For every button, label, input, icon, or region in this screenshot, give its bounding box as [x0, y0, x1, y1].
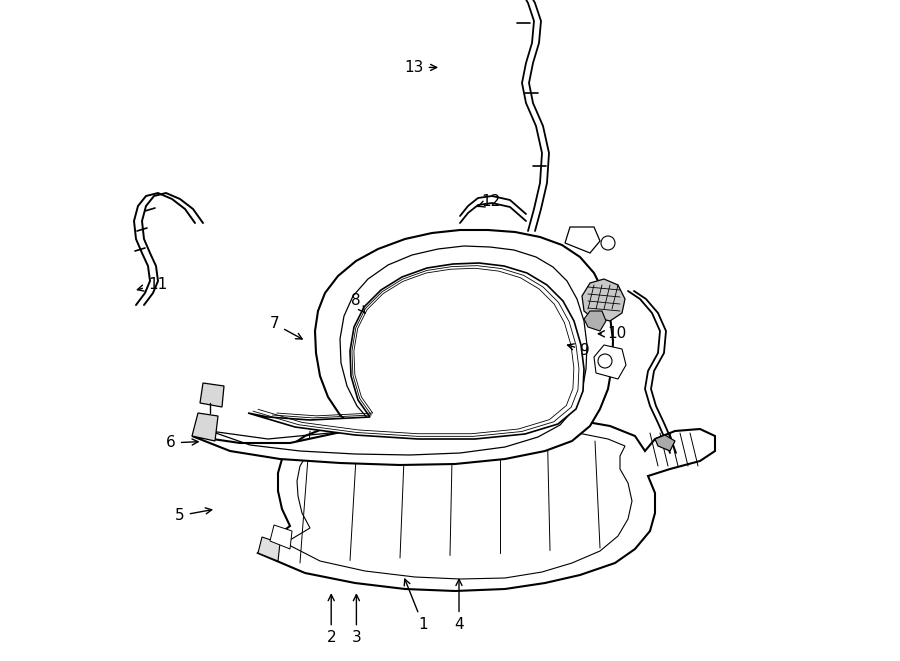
Polygon shape: [248, 263, 584, 439]
Polygon shape: [594, 345, 626, 379]
Polygon shape: [192, 230, 613, 465]
Text: 12: 12: [478, 194, 500, 209]
Polygon shape: [582, 279, 625, 321]
Text: 2: 2: [327, 595, 336, 645]
Polygon shape: [258, 537, 280, 561]
Polygon shape: [270, 525, 292, 549]
Text: 6: 6: [166, 436, 198, 450]
Polygon shape: [258, 413, 715, 591]
Text: 13: 13: [404, 60, 436, 75]
Polygon shape: [655, 435, 675, 451]
Text: 10: 10: [598, 327, 626, 341]
Text: 9: 9: [568, 343, 590, 358]
Text: 4: 4: [454, 580, 464, 632]
Polygon shape: [584, 311, 606, 331]
Text: 5: 5: [176, 508, 211, 523]
Circle shape: [598, 354, 612, 368]
Text: 7: 7: [270, 317, 302, 339]
Text: 8: 8: [351, 293, 364, 313]
Text: 1: 1: [404, 579, 428, 632]
Polygon shape: [192, 413, 218, 441]
Circle shape: [601, 236, 615, 250]
Text: 11: 11: [138, 277, 167, 292]
Polygon shape: [565, 227, 600, 253]
Polygon shape: [200, 383, 224, 407]
Text: 3: 3: [352, 595, 361, 645]
